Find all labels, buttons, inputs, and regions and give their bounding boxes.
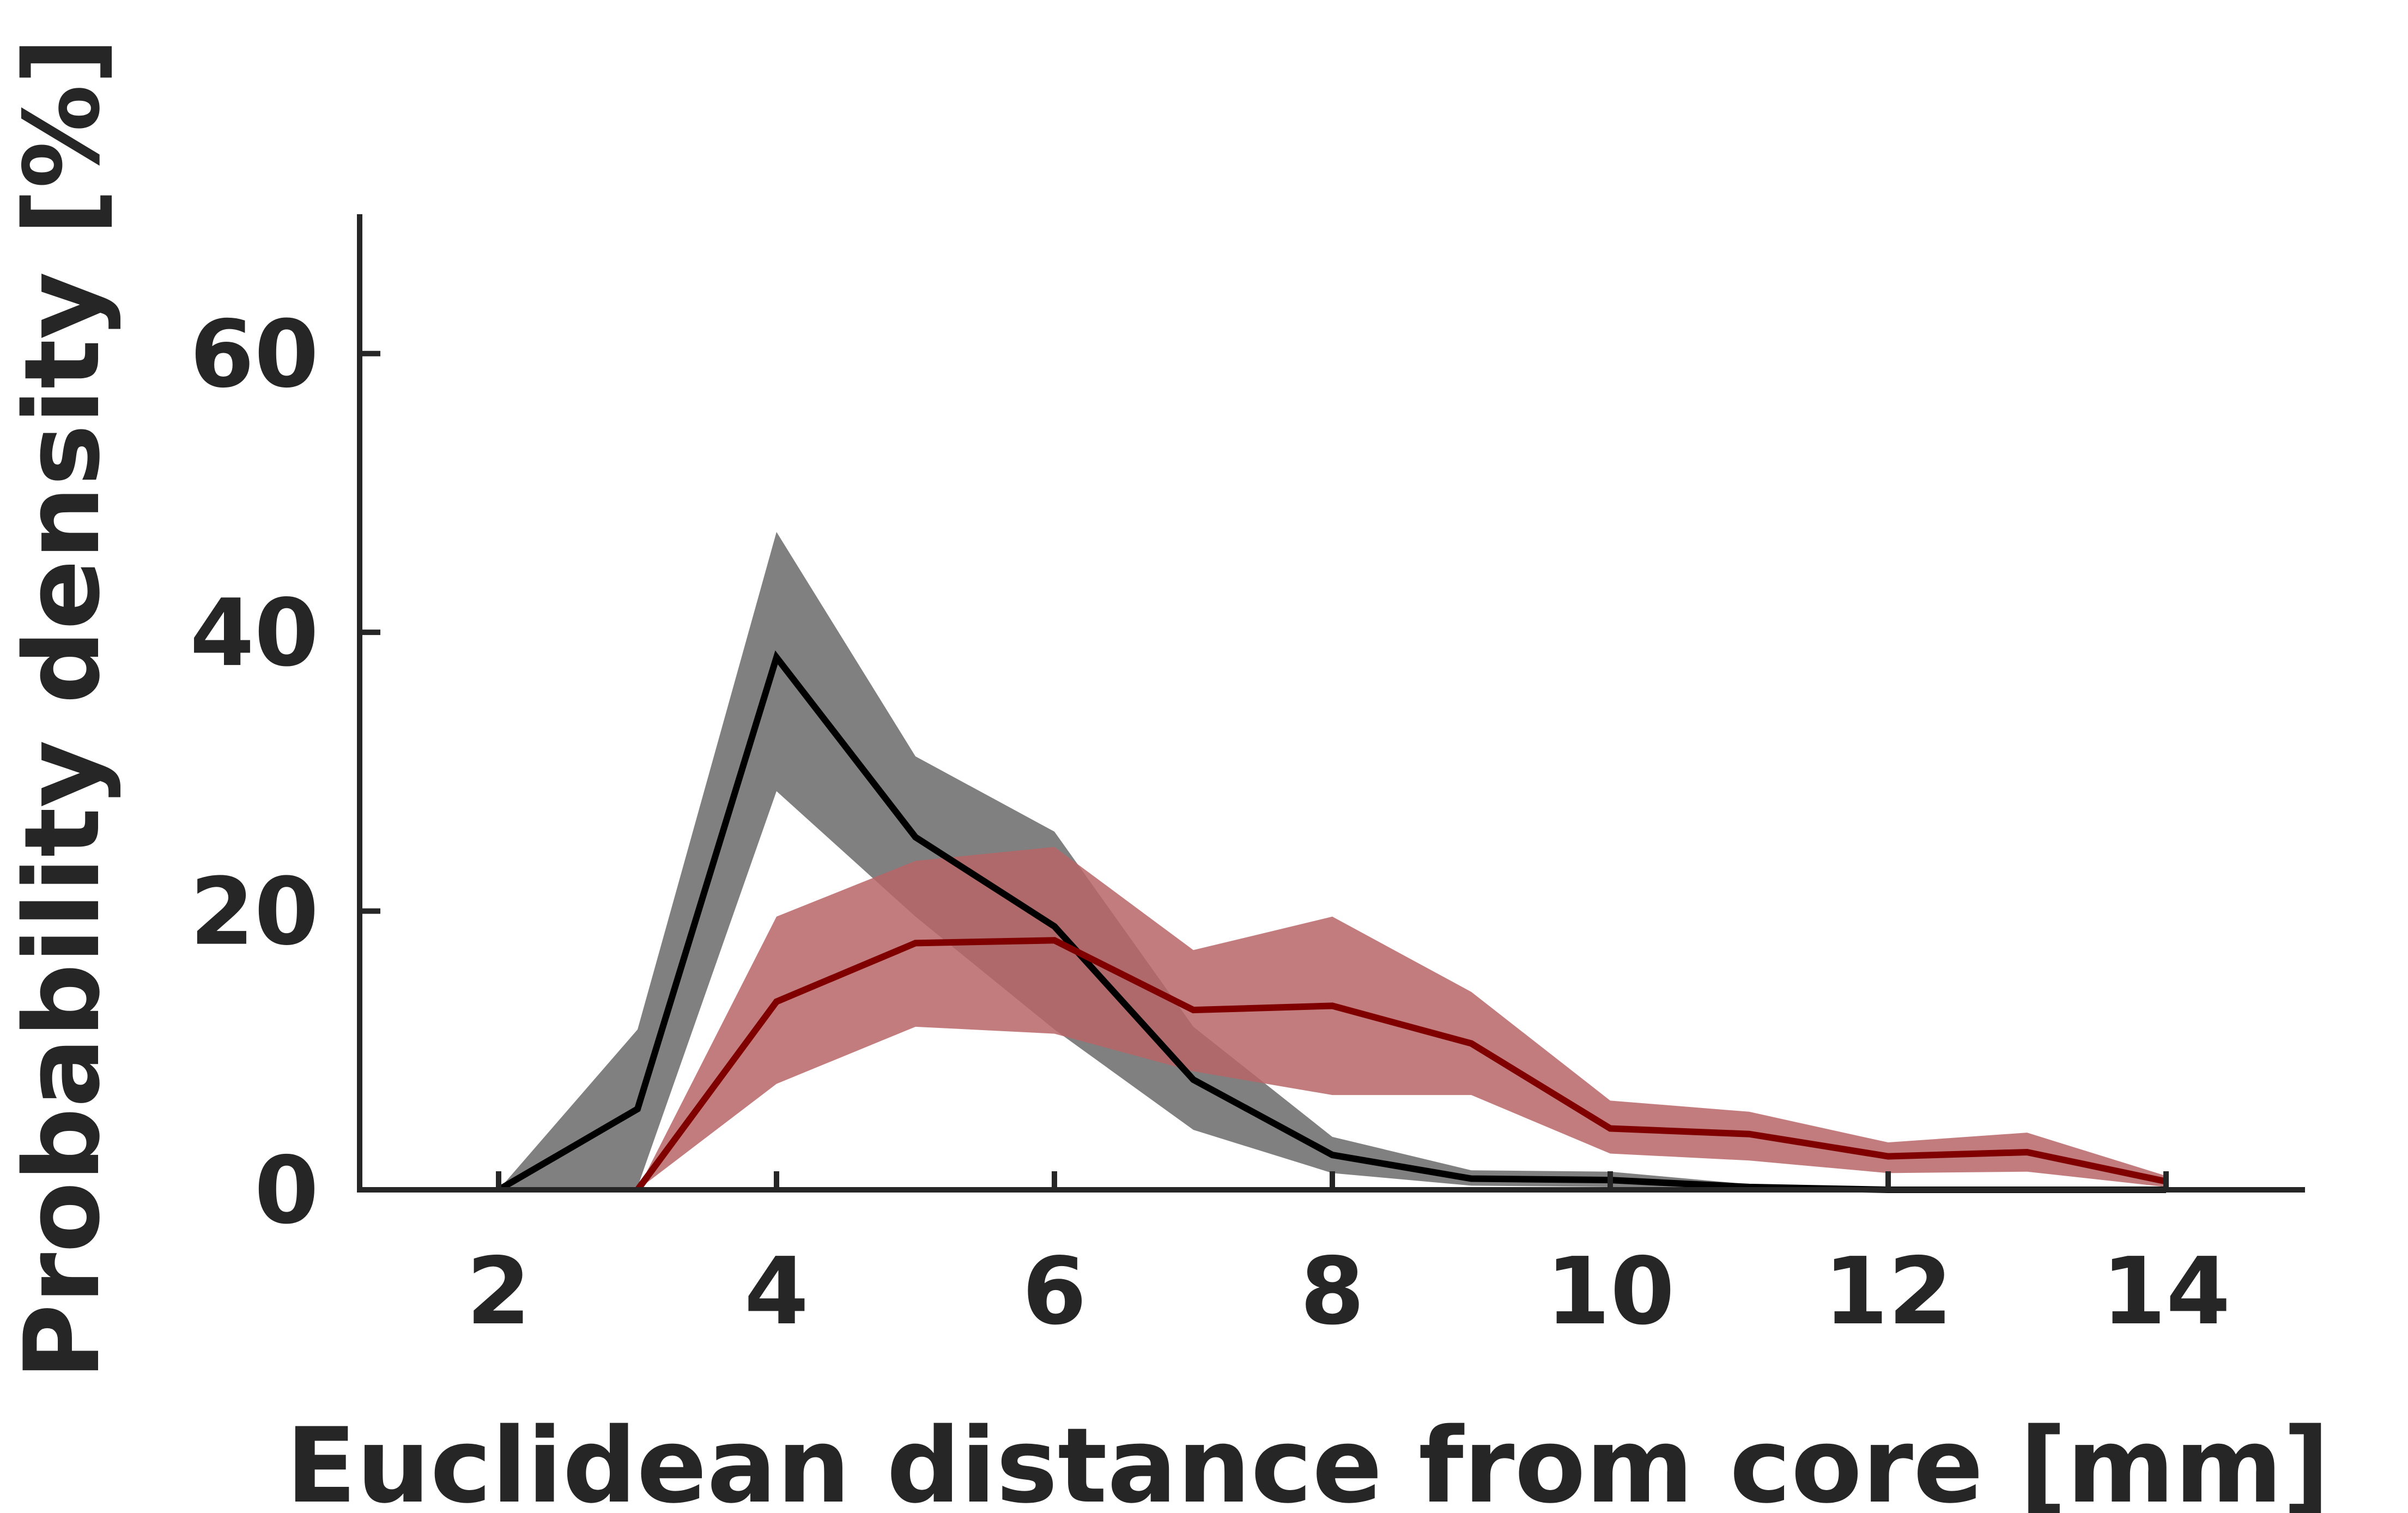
y-axis-title: Probability density [%] xyxy=(2,37,123,1379)
confidence-bands xyxy=(499,532,2166,1190)
series-2-line xyxy=(635,937,2167,1192)
series-2-band xyxy=(638,846,2166,1190)
y-tick-label: 0 xyxy=(254,1137,319,1245)
x-tick-label: 6 xyxy=(1022,1238,1087,1346)
y-tick-label: 40 xyxy=(190,579,319,687)
x-tick-label: 10 xyxy=(1546,1238,1675,1346)
y-tick-label: 60 xyxy=(190,301,319,409)
x-tick-label: 2 xyxy=(466,1238,531,1346)
x-tick-label: 14 xyxy=(2102,1238,2231,1346)
y-tick-label: 20 xyxy=(190,858,319,966)
x-axis-title: Euclidean distance from core [mm] xyxy=(286,1406,2330,1513)
x-tick-label: 8 xyxy=(1300,1238,1364,1346)
x-tick-label: 12 xyxy=(1824,1238,1953,1346)
x-tick-label: 4 xyxy=(744,1238,809,1346)
axes: 2 4 6 8 10 12 14 0 20 40 60 xyxy=(190,214,2305,1346)
